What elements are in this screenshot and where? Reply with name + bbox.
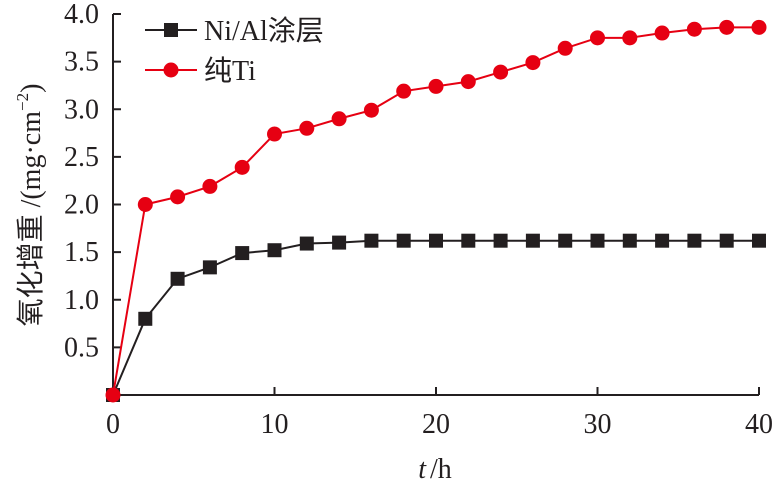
data-point-circle bbox=[170, 189, 186, 205]
data-point-circle bbox=[493, 64, 509, 80]
legend-label: 纯Ti bbox=[204, 55, 256, 87]
data-point-square bbox=[267, 243, 282, 258]
x-axis-label: t/h bbox=[418, 454, 452, 485]
legend-item: Ni/Al涂层 bbox=[145, 15, 324, 47]
x-tick-label: 10 bbox=[261, 409, 289, 440]
x-tick-label: 0 bbox=[106, 409, 120, 440]
data-point-square bbox=[396, 233, 411, 248]
y-tick-label: 0.5 bbox=[64, 332, 99, 363]
x-tick-label: 40 bbox=[745, 409, 773, 440]
data-point-square bbox=[429, 233, 443, 248]
data-point-circle bbox=[460, 74, 476, 90]
data-point-circle bbox=[719, 19, 735, 35]
data-point-circle bbox=[525, 55, 541, 71]
data-point-square bbox=[299, 236, 314, 251]
data-point-circle bbox=[234, 159, 250, 175]
data-point-square bbox=[622, 233, 637, 248]
x-tick-label: 20 bbox=[422, 409, 450, 440]
data-point-square bbox=[687, 233, 702, 248]
y-axis-label: 氧化增重 /(mg·cm−2) bbox=[13, 84, 47, 327]
data-point-square bbox=[202, 260, 217, 275]
data-point-square bbox=[332, 235, 347, 250]
y-tick-label: 2.0 bbox=[64, 190, 99, 221]
y-tick-label: 1.5 bbox=[64, 237, 99, 268]
data-point-circle bbox=[331, 111, 347, 127]
data-point-square bbox=[719, 233, 734, 248]
data-point-square bbox=[170, 271, 185, 286]
data-point-square bbox=[655, 233, 670, 248]
data-point-circle bbox=[202, 178, 218, 194]
y-tick-label: 1.0 bbox=[64, 285, 99, 316]
data-point-circle bbox=[137, 197, 153, 212]
data-point-circle bbox=[267, 126, 282, 142]
data-point-circle bbox=[622, 30, 638, 46]
data-point-square bbox=[364, 233, 379, 248]
data-point-square bbox=[493, 233, 508, 248]
data-point-square bbox=[525, 233, 540, 248]
series-group bbox=[105, 19, 767, 403]
data-point-circle bbox=[686, 21, 702, 37]
data-point-square bbox=[558, 233, 573, 248]
data-point-square bbox=[461, 233, 476, 248]
legend-circle-marker bbox=[163, 62, 179, 78]
data-point-circle bbox=[299, 120, 315, 136]
y-tick-label: 4.0 bbox=[64, 0, 99, 30]
data-point-circle bbox=[590, 30, 605, 46]
data-point-circle bbox=[557, 40, 573, 56]
x-tick-label: 30 bbox=[584, 409, 612, 440]
data-point-square bbox=[752, 233, 766, 248]
legend-square-marker bbox=[164, 23, 178, 37]
axes: 0 10 20 30 40 0.5 1.0 1.5 2.0 2.5 3.0 3.5 4.0 bbox=[64, 0, 773, 440]
series-pure-ti bbox=[105, 19, 767, 403]
legend-item: 纯Ti bbox=[145, 55, 256, 87]
data-point-square bbox=[235, 246, 250, 261]
data-point-circle bbox=[751, 19, 767, 35]
data-point-circle bbox=[105, 387, 121, 403]
data-point-circle bbox=[654, 25, 670, 41]
legend-label: Ni/Al涂层 bbox=[204, 15, 324, 47]
data-point-circle bbox=[428, 78, 444, 94]
data-point-square bbox=[590, 233, 605, 248]
y-tick-label: 3.5 bbox=[64, 47, 99, 78]
data-point-square bbox=[138, 311, 153, 326]
series-ni-al-coating bbox=[106, 233, 766, 402]
y-tick-label: 3.0 bbox=[64, 94, 99, 125]
data-point-circle bbox=[363, 102, 379, 118]
y-tick-label: 2.5 bbox=[64, 142, 99, 173]
data-point-circle bbox=[396, 83, 412, 99]
